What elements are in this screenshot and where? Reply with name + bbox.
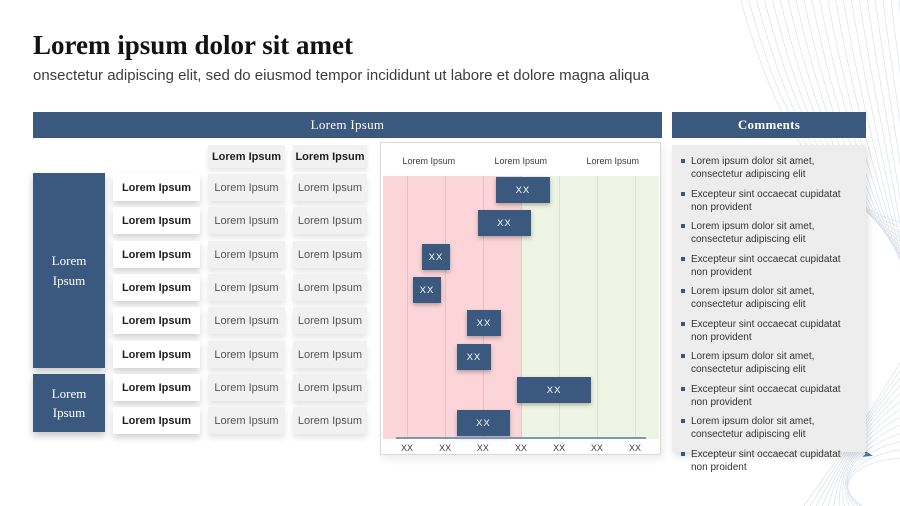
page-title: Lorem ipsum dolor sit amet xyxy=(33,30,353,60)
comment-text: Lorem ipsum dolor sit amet, consectetur … xyxy=(691,351,815,375)
chart-phase-label: Lorem Ipsum xyxy=(586,156,640,166)
comment-text: Excepteur sint occaecat cupidatat non pr… xyxy=(691,318,841,343)
gantt-chart-panel: Lorem Ipsum Lorem Ipsum Lorem Ipsum XX XX XX… xyxy=(380,142,661,455)
comment-text: Lorem ipsum dolor sit amet, consectetur … xyxy=(691,156,815,180)
comment-item: Excepteur sint occaecat cupidatat non pr… xyxy=(681,188,856,214)
main-panel-header-label: Lorem Ipsum xyxy=(310,117,385,132)
table-row-group-label: Lorem Ipsum xyxy=(33,374,105,432)
bullet-icon xyxy=(681,256,685,261)
bullet-icon xyxy=(681,191,685,196)
comment-item: Excepteur sint occaecat cupidatat non pr… xyxy=(681,383,856,409)
chart-gridline xyxy=(482,176,484,439)
table-column-header: Lorem Ipsum xyxy=(208,145,285,168)
table-cell: Lorem Ipsum xyxy=(208,241,285,268)
bullet-icon xyxy=(681,224,685,228)
gantt-bar: XX xyxy=(456,344,491,370)
table-cell: Lorem Ipsum xyxy=(293,274,367,301)
chart-plot-area: XX XX XX XX XX XX XX XX xyxy=(383,176,659,439)
main-panel-header-bar: Lorem Ipsum xyxy=(33,112,662,138)
comment-item: Lorem ipsum dolor sit amet, consectetur … xyxy=(681,155,856,181)
gantt-bar: XX xyxy=(466,310,502,336)
table-cell: Lorem Ipsum xyxy=(293,241,367,268)
table-cell: Lorem Ipsum xyxy=(293,374,367,401)
comment-text: Lorem ipsum dolor sit amet, consectetur … xyxy=(691,416,815,440)
table-cell: Lorem Ipsum xyxy=(208,374,285,401)
bullet-icon xyxy=(681,419,685,423)
comment-text: Excepteur sint occaecat cupidatat non pr… xyxy=(691,383,841,408)
chart-x-tick-label: XX xyxy=(590,443,603,453)
bullet-icon xyxy=(681,321,685,326)
page-subtitle: onsectetur adipiscing elit, sed do eiusm… xyxy=(33,67,650,84)
chart-x-tick-label: XX xyxy=(476,443,489,453)
comments-panel: Lorem ipsum dolor sit amet, consectetur … xyxy=(672,145,866,473)
gantt-bar: XX xyxy=(456,410,510,436)
bullet-icon xyxy=(681,451,685,456)
gantt-bar: XX xyxy=(495,177,550,203)
comment-item: Lorem ipsum dolor sit amet, consectetur … xyxy=(681,285,856,311)
table-cell: Lorem Ipsum xyxy=(208,407,285,434)
table-column-header: Lorem Ipsum xyxy=(293,145,367,168)
comment-item: Lorem ipsum dolor sit amet, consectetur … xyxy=(681,350,856,376)
comments-header-bar: Comments xyxy=(672,112,866,138)
bullet-icon xyxy=(681,354,685,358)
chart-x-tick-label: XX xyxy=(553,443,566,453)
table-row-label: Lorem Ipsum xyxy=(113,374,200,401)
chart-x-tick-label: XX xyxy=(514,443,528,453)
chart-gridline xyxy=(521,176,522,439)
table-cell: Lorem Ipsum xyxy=(208,174,285,201)
gantt-bar: XX xyxy=(413,277,441,303)
comment-item: Lorem ipsum dolor sit amet, consectetur … xyxy=(681,415,856,441)
table-cell: Lorem Ipsum xyxy=(293,407,367,434)
gantt-bar: XX xyxy=(421,244,451,270)
table-cell: Lorem Ipsum xyxy=(208,207,285,234)
comment-item: Excepteur sint occaecat cupidatat non pr… xyxy=(681,448,856,474)
chart-gridline xyxy=(559,176,561,439)
bullet-icon xyxy=(681,386,685,391)
chart-gridline xyxy=(445,176,447,439)
table-row-label: Lorem Ipsum xyxy=(113,241,200,268)
comment-text: Excepteur sint occaecat cupidatat non pr… xyxy=(691,448,841,473)
table-row-label: Lorem Ipsum xyxy=(113,307,200,334)
table-cell: Lorem Ipsum xyxy=(293,207,367,234)
table-row-label: Lorem Ipsum xyxy=(113,407,200,434)
comments-header-label: Comments xyxy=(737,117,801,132)
chart-gridline xyxy=(407,176,408,439)
comment-item: Lorem ipsum dolor sit amet, consectetur … xyxy=(681,220,856,246)
table-row-label: Lorem Ipsum xyxy=(113,174,200,201)
comment-item: Excepteur sint occaecat cupidatat non pr… xyxy=(681,318,856,344)
table-row-label: Lorem Ipsum xyxy=(113,274,200,301)
comment-text: Excepteur sint occaecat cupidatat non pr… xyxy=(691,253,841,278)
gantt-bar: XX xyxy=(477,210,531,236)
chart-phase-label: Lorem Ipsum xyxy=(402,156,456,166)
comment-item: Excepteur sint occaecat cupidatat non pr… xyxy=(681,253,856,279)
chart-x-tick-label: XX xyxy=(439,443,452,453)
table-cell: Lorem Ipsum xyxy=(208,274,285,301)
table-cell: Lorem Ipsum xyxy=(208,341,285,368)
comment-text: Lorem ipsum dolor sit amet, consectetur … xyxy=(691,286,815,310)
gantt-bar: XX xyxy=(517,377,592,403)
chart-x-tick-label: XX xyxy=(400,443,414,453)
table-cell: Lorem Ipsum xyxy=(293,341,367,368)
table-cell: Lorem Ipsum xyxy=(293,307,367,334)
table-cell: Lorem Ipsum xyxy=(293,174,367,201)
table-row-label: Lorem Ipsum xyxy=(113,341,200,368)
chart-axis-line xyxy=(396,437,646,439)
comment-text: Excepteur sint occaecat cupidatat non pr… xyxy=(691,188,841,213)
bullet-icon xyxy=(681,289,685,293)
bullet-icon xyxy=(681,159,685,163)
chart-phase-label: Lorem Ipsum xyxy=(494,156,548,166)
chart-gridline xyxy=(634,176,636,439)
table-row-group-label: Lorem Ipsum xyxy=(33,173,105,368)
table-row-label: Lorem Ipsum xyxy=(113,207,200,234)
chart-x-tick-label: XX xyxy=(628,443,641,453)
comment-text: Lorem ipsum dolor sit amet, consectetur … xyxy=(691,221,815,245)
table-cell: Lorem Ipsum xyxy=(208,307,285,334)
chart-gridline xyxy=(596,176,598,439)
